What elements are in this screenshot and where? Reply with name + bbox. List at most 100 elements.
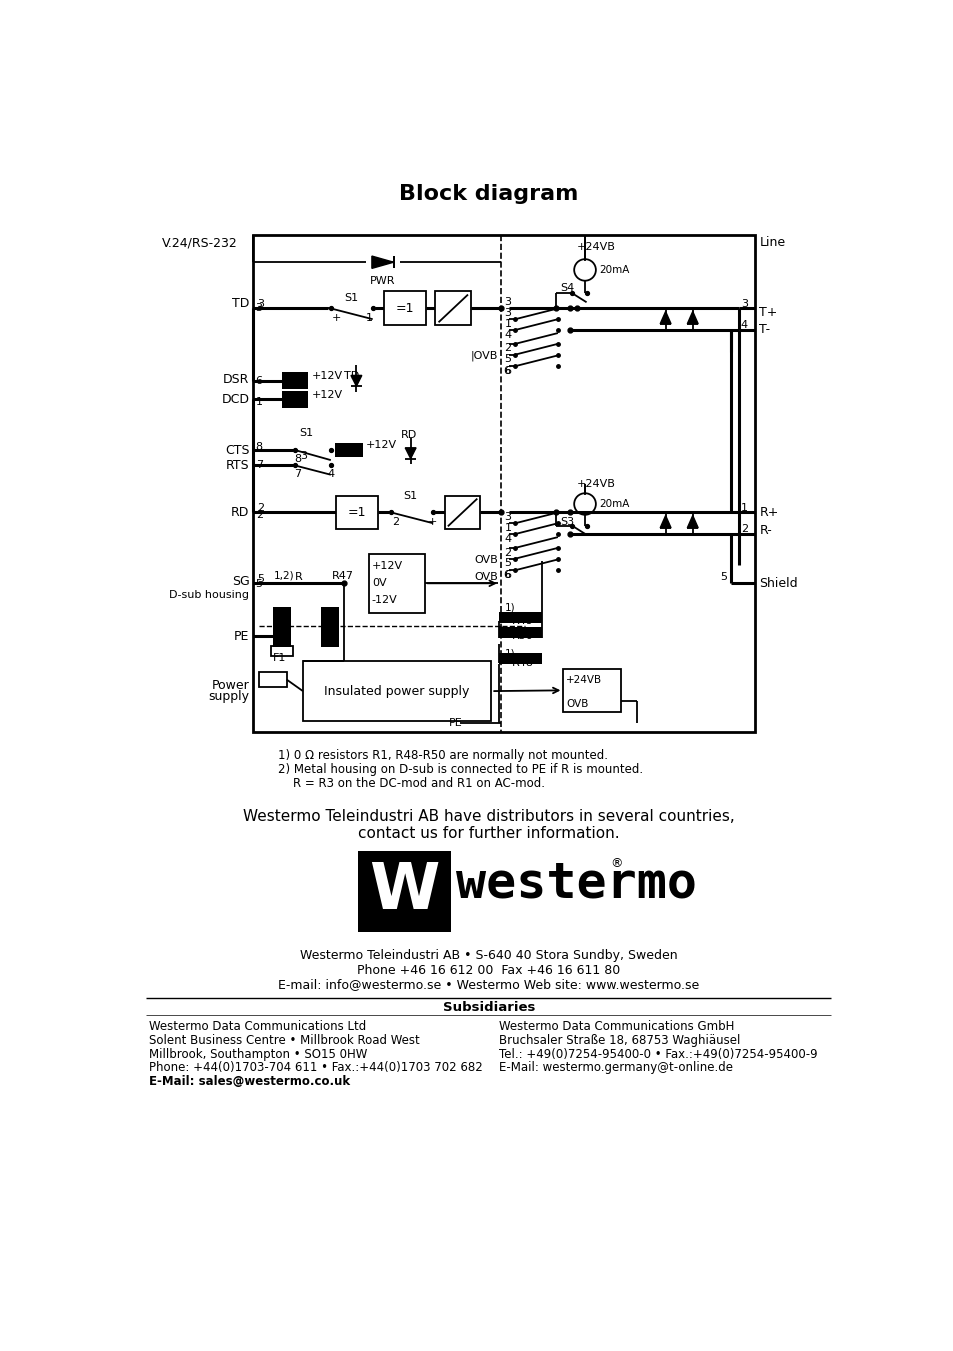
- Text: 8: 8: [294, 454, 301, 463]
- Text: 5: 5: [255, 580, 262, 589]
- Bar: [435, 292, 471, 326]
- Bar: [444, 496, 480, 530]
- Text: 2: 2: [504, 547, 511, 558]
- Text: OVB: OVB: [474, 555, 497, 565]
- Text: =1: =1: [348, 507, 366, 519]
- Text: CTS: CTS: [225, 443, 249, 457]
- Text: DSR: DSR: [223, 373, 249, 386]
- Text: R-: R-: [759, 524, 771, 536]
- Text: D-sub housing: D-sub housing: [170, 590, 249, 600]
- Text: R50: R50: [512, 631, 534, 642]
- Text: +24VB: +24VB: [577, 480, 616, 489]
- Text: Line: Line: [759, 236, 784, 250]
- Text: +12V: +12V: [311, 372, 342, 381]
- Text: 2: 2: [392, 516, 398, 527]
- Polygon shape: [659, 312, 670, 324]
- Bar: [271, 646, 293, 657]
- Text: +: +: [427, 516, 436, 527]
- Text: 2) Metal housing on D-sub is connected to PE if R is mounted.: 2) Metal housing on D-sub is connected t…: [278, 763, 642, 775]
- Text: S3: S3: [559, 516, 574, 527]
- Text: T+: T+: [759, 305, 777, 319]
- Text: Westermo Teleindustri AB have distributors in several countries,: Westermo Teleindustri AB have distributo…: [243, 809, 734, 824]
- Text: Block diagram: Block diagram: [398, 185, 578, 204]
- Text: westermo: westermo: [456, 859, 696, 908]
- Text: Westermo Teleindustri AB • S-640 40 Stora Sundby, Sweden: Westermo Teleindustri AB • S-640 40 Stor…: [300, 948, 677, 962]
- Text: R49: R49: [512, 616, 534, 626]
- Text: 3: 3: [257, 299, 264, 309]
- Text: E-mail: info@westermo.se • Westermo Web site: www.westermo.se: E-mail: info@westermo.se • Westermo Web …: [278, 978, 699, 992]
- Text: OVB: OVB: [566, 700, 588, 709]
- Text: 3: 3: [740, 299, 747, 309]
- Polygon shape: [686, 312, 698, 324]
- Bar: [384, 292, 426, 326]
- Bar: [357, 851, 451, 932]
- Text: 3: 3: [504, 297, 511, 307]
- Text: 1): 1): [504, 603, 515, 612]
- Text: ®: ®: [610, 857, 622, 870]
- Text: E-Mail: sales@westermo.co.uk: E-Mail: sales@westermo.co.uk: [149, 1075, 350, 1089]
- Text: Bruchsaler Straße 18, 68753 Waghiäusel: Bruchsaler Straße 18, 68753 Waghiäusel: [498, 1034, 740, 1047]
- Text: 6: 6: [504, 366, 511, 376]
- Bar: [498, 612, 541, 623]
- Text: Phone: +44(0)1703-704 611 • Fax.:+44(0)1703 702 682: Phone: +44(0)1703-704 611 • Fax.:+44(0)1…: [149, 1062, 482, 1074]
- Text: supply: supply: [209, 690, 249, 703]
- Bar: [320, 607, 339, 647]
- Text: 2: 2: [740, 524, 747, 535]
- Text: 6: 6: [504, 570, 511, 580]
- Bar: [303, 661, 491, 721]
- Text: SG: SG: [232, 576, 249, 588]
- Text: Power: Power: [212, 680, 249, 692]
- Text: contact us for further information.: contact us for further information.: [357, 825, 619, 840]
- Text: PWR: PWR: [370, 276, 395, 286]
- Text: OVB: OVB: [474, 573, 497, 582]
- Text: S1: S1: [402, 490, 416, 500]
- Text: Westermo Data Communications Ltd: Westermo Data Communications Ltd: [149, 1020, 366, 1034]
- Bar: [282, 373, 308, 389]
- Polygon shape: [686, 516, 698, 528]
- Text: =1: =1: [395, 301, 414, 315]
- Text: Tel.: +49(0)7254-95400-0 • Fax.:+49(0)7254-95400-9: Tel.: +49(0)7254-95400-0 • Fax.:+49(0)72…: [498, 1047, 817, 1061]
- Text: 1) 0 Ω resistors R1, R48-R50 are normally not mounted.: 1) 0 Ω resistors R1, R48-R50 are normall…: [278, 748, 607, 762]
- Text: RD: RD: [401, 430, 417, 439]
- Text: PE: PE: [233, 630, 249, 643]
- Text: PE: PE: [448, 717, 462, 728]
- Text: V.24/RS-232: V.24/RS-232: [162, 236, 237, 250]
- Text: S1: S1: [344, 293, 357, 303]
- Polygon shape: [405, 447, 416, 458]
- Text: Insulated power supply: Insulated power supply: [324, 685, 469, 697]
- Text: 5: 5: [504, 354, 511, 365]
- Text: RD: RD: [231, 507, 249, 519]
- Bar: [273, 607, 291, 647]
- Bar: [335, 496, 377, 530]
- Text: RTS: RTS: [226, 459, 249, 471]
- Text: F1: F1: [273, 653, 286, 663]
- Text: 1,2): 1,2): [274, 570, 294, 581]
- Text: 6: 6: [502, 570, 509, 580]
- Text: 2: 2: [504, 343, 511, 354]
- Text: 5: 5: [504, 558, 511, 569]
- Text: Phone +46 16 612 00  Fax +46 16 611 80: Phone +46 16 612 00 Fax +46 16 611 80: [357, 963, 619, 977]
- Text: DCD: DCD: [221, 393, 249, 405]
- Text: 5: 5: [720, 573, 727, 582]
- Bar: [498, 627, 541, 638]
- Text: Subsidiaries: Subsidiaries: [442, 1001, 535, 1015]
- Text: 1: 1: [504, 319, 511, 328]
- Text: 8: 8: [255, 442, 262, 453]
- Text: R48: R48: [512, 658, 534, 667]
- Text: 4: 4: [504, 534, 511, 543]
- Text: 6: 6: [255, 376, 262, 386]
- Text: 5: 5: [257, 574, 264, 584]
- Text: +12V: +12V: [365, 440, 396, 450]
- Text: W: W: [369, 861, 439, 923]
- Text: R = R3 on the DC-mod and R1 on AC-mod.: R = R3 on the DC-mod and R1 on AC-mod.: [278, 777, 544, 789]
- Text: +12V: +12V: [372, 562, 402, 571]
- Text: R47: R47: [332, 570, 354, 581]
- Bar: [335, 443, 362, 457]
- Polygon shape: [372, 257, 394, 269]
- Text: 4: 4: [327, 469, 334, 480]
- Text: S4: S4: [559, 282, 574, 293]
- Text: E-Mail: westermo.germany@t-online.de: E-Mail: westermo.germany@t-online.de: [498, 1062, 732, 1074]
- Text: 3: 3: [300, 451, 307, 461]
- Text: 1: 1: [740, 503, 747, 513]
- Text: 2: 2: [257, 503, 264, 513]
